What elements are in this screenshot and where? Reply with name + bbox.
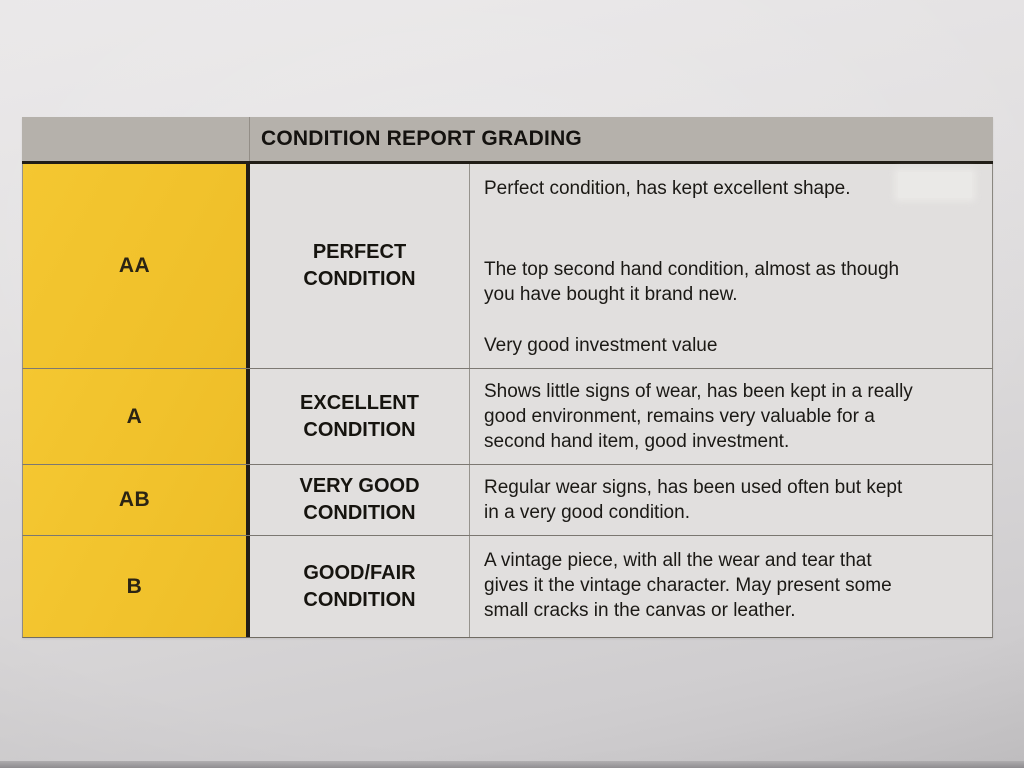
table-row-b: B GOOD/FAIR CONDITION A vintage piece, w… — [22, 536, 993, 638]
condition-cell: EXCELLENT CONDITION — [250, 369, 470, 464]
description-paragraph: Perfect condition, has kept excellent sh… — [484, 178, 851, 199]
description-paragraph: Regular wear signs, has been used often … — [484, 477, 903, 523]
grade-cell: A — [23, 369, 250, 464]
condition-cell: GOOD/FAIR CONDITION — [250, 536, 470, 637]
table-row-a: A EXCELLENT CONDITION Shows little signs… — [22, 369, 993, 465]
table-row-aa: AA PERFECT CONDITION Perfect condition, … — [22, 164, 993, 369]
description-cell: Shows little signs of wear, has been kep… — [470, 369, 992, 464]
whiteout-smudge — [898, 172, 972, 198]
description-paragraph: Very good investment value — [484, 335, 718, 356]
description-cell: Perfect condition, has kept excellent sh… — [470, 164, 992, 368]
paper-edge — [0, 761, 1024, 768]
grade-cell: AB — [23, 465, 250, 535]
table-header-row: CONDITION REPORT GRADING — [22, 117, 993, 164]
condition-grading-table: CONDITION REPORT GRADING AA PERFECT COND… — [22, 117, 993, 638]
description-cell: Regular wear signs, has been used often … — [470, 465, 992, 535]
description-paragraph: A vintage piece, with all the wear and t… — [484, 550, 892, 621]
grade-cell: B — [23, 536, 250, 637]
table-title: CONDITION REPORT GRADING — [261, 127, 582, 150]
condition-cell: PERFECT CONDITION — [250, 164, 470, 368]
description-paragraph: Shows little signs of wear, has been kep… — [484, 381, 913, 452]
table-row-ab: AB VERY GOOD CONDITION Regular wear sign… — [22, 465, 993, 536]
grade-cell: AA — [23, 164, 250, 368]
condition-cell: VERY GOOD CONDITION — [250, 465, 470, 535]
description-cell: A vintage piece, with all the wear and t… — [470, 536, 992, 637]
description-paragraph: The top second hand condition, almost as… — [484, 259, 900, 305]
